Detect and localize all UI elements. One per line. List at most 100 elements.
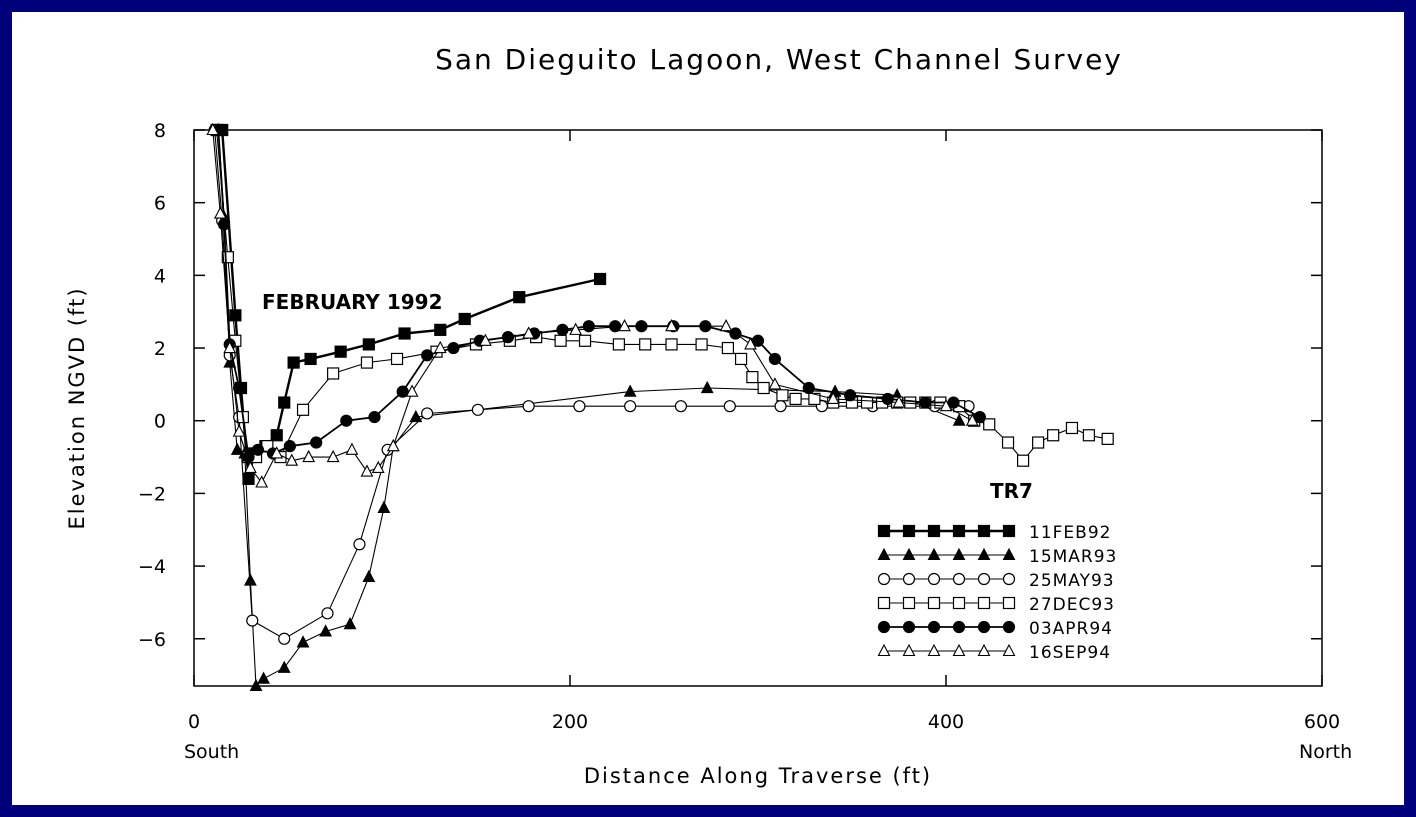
data-point-27dec93 xyxy=(734,352,748,366)
legend-marker xyxy=(902,547,916,561)
legend-marker xyxy=(927,620,941,634)
x-tick-label: 0 xyxy=(188,711,200,733)
data-point-15mar93 xyxy=(257,671,270,684)
data-point-16sep94 xyxy=(232,424,246,437)
data-point-27dec93 xyxy=(612,338,625,351)
legend-item-16sep94: 16SEP94 xyxy=(877,643,1111,663)
data-point-15mar93 xyxy=(623,384,637,397)
data-point-16sep94 xyxy=(478,333,492,346)
data-point-15mar93 xyxy=(409,409,423,423)
data-point-16sep94 xyxy=(285,453,299,466)
y-tick-label: 6 xyxy=(154,193,166,215)
data-point-27dec93 xyxy=(639,338,652,351)
series-line-25may93 xyxy=(214,129,969,640)
series-16sep94 xyxy=(206,122,979,488)
legend-marker xyxy=(902,524,916,538)
data-point-03apr94 xyxy=(368,410,381,424)
data-point-27dec93 xyxy=(1032,436,1045,449)
data-point-16sep94 xyxy=(206,122,220,136)
legend-marker xyxy=(952,643,966,657)
data-point-15mar93 xyxy=(277,660,291,673)
legend-marker xyxy=(952,547,966,561)
data-point-16sep94 xyxy=(270,446,284,459)
data-point-03apr94 xyxy=(881,392,894,406)
legend-marker xyxy=(952,596,966,610)
data-point-11feb92 xyxy=(242,472,255,485)
data-point-27dec93 xyxy=(578,334,592,347)
data-point-15mar93 xyxy=(249,678,263,692)
axis-ticks: 0 200 400 600 −6 −4 −2 0 2 4 6 8 xyxy=(138,120,1340,733)
data-point-27dec93 xyxy=(1001,436,1015,449)
data-point-03apr94 xyxy=(233,381,246,395)
legend-marker xyxy=(927,596,941,610)
data-point-16sep94 xyxy=(345,442,359,455)
data-point-25may93 xyxy=(573,400,586,413)
legend-marker xyxy=(927,572,941,586)
data-point-11feb92 xyxy=(398,327,411,340)
data-point-25may93 xyxy=(421,407,434,420)
legend-marker xyxy=(1002,620,1016,634)
data-point-11feb92 xyxy=(593,272,607,286)
legend: 11FEB92 15MAR93 25MAY93 27DEC93 03APR94 16SEP… xyxy=(877,523,1116,663)
legend-item-11feb92: 11FEB92 xyxy=(877,523,1110,543)
legend-item-15mar93: 15MAR93 xyxy=(877,547,1116,567)
data-point-03apr94 xyxy=(556,323,569,336)
x-tick-label: 400 xyxy=(928,711,964,733)
y-axis-title: Elevation NGVD (ft) xyxy=(65,286,89,529)
x-axis-south-label: South xyxy=(184,741,239,763)
data-point-27dec93 xyxy=(1082,429,1095,442)
data-point-27dec93 xyxy=(1016,454,1030,467)
data-point-15mar93 xyxy=(828,384,842,397)
data-point-16sep94 xyxy=(744,337,757,350)
legend-item-27dec93: 27DEC93 xyxy=(877,595,1115,615)
y-tick-label: 2 xyxy=(154,338,166,360)
legend-marker xyxy=(927,524,941,538)
data-point-03apr94 xyxy=(802,381,815,395)
series-layer xyxy=(206,122,1114,692)
legend-label: 16SEP94 xyxy=(1029,643,1111,663)
data-point-25may93 xyxy=(246,614,259,627)
data-point-03apr94 xyxy=(251,443,265,456)
data-point-16sep94 xyxy=(433,340,447,354)
y-tick-label: 4 xyxy=(154,265,166,287)
data-point-27dec93 xyxy=(296,403,310,416)
y-tick-label: −2 xyxy=(138,483,166,505)
data-point-03apr94 xyxy=(919,396,932,409)
data-point-16sep94 xyxy=(243,460,257,474)
data-point-16sep94 xyxy=(939,398,953,412)
data-point-27dec93 xyxy=(789,392,802,406)
legend-marker xyxy=(877,620,891,634)
data-point-03apr94 xyxy=(447,341,460,355)
legend-label: 27DEC93 xyxy=(1029,595,1115,615)
x-tick-label: 200 xyxy=(552,711,588,733)
data-point-27dec93 xyxy=(721,341,735,355)
data-point-03apr94 xyxy=(844,389,857,402)
chart-title: San Dieguito Lagoon, West Channel Survey xyxy=(435,43,1123,76)
legend-marker xyxy=(977,524,991,538)
data-point-03apr94 xyxy=(421,349,434,362)
data-point-27dec93 xyxy=(1065,421,1079,435)
data-point-11feb92 xyxy=(362,338,375,351)
data-point-16sep94 xyxy=(965,413,979,426)
data-point-27dec93 xyxy=(221,251,234,264)
data-point-03apr94 xyxy=(582,320,595,333)
y-tick-label: 8 xyxy=(154,120,166,142)
data-point-11feb92 xyxy=(513,291,526,304)
data-point-03apr94 xyxy=(947,396,960,409)
chart-frame: San Dieguito Lagoon, West Channel Survey… xyxy=(12,12,1404,805)
data-point-27dec93 xyxy=(554,334,567,347)
data-point-25may93 xyxy=(471,403,484,416)
data-point-16sep94 xyxy=(371,460,385,474)
legend-marker xyxy=(877,524,891,538)
data-point-27dec93 xyxy=(360,356,374,369)
legend-marker xyxy=(927,547,941,561)
data-point-25may93 xyxy=(723,400,736,413)
legend-label: 25MAY93 xyxy=(1029,571,1115,591)
data-point-16sep94 xyxy=(665,319,678,332)
legend-item-03apr94: 03APR94 xyxy=(877,619,1112,639)
y-tick-label: −6 xyxy=(138,629,166,651)
data-point-11feb92 xyxy=(434,323,447,336)
legend-marker xyxy=(877,643,891,657)
data-point-11feb92 xyxy=(304,352,317,366)
series-line-16sep94 xyxy=(212,129,973,484)
